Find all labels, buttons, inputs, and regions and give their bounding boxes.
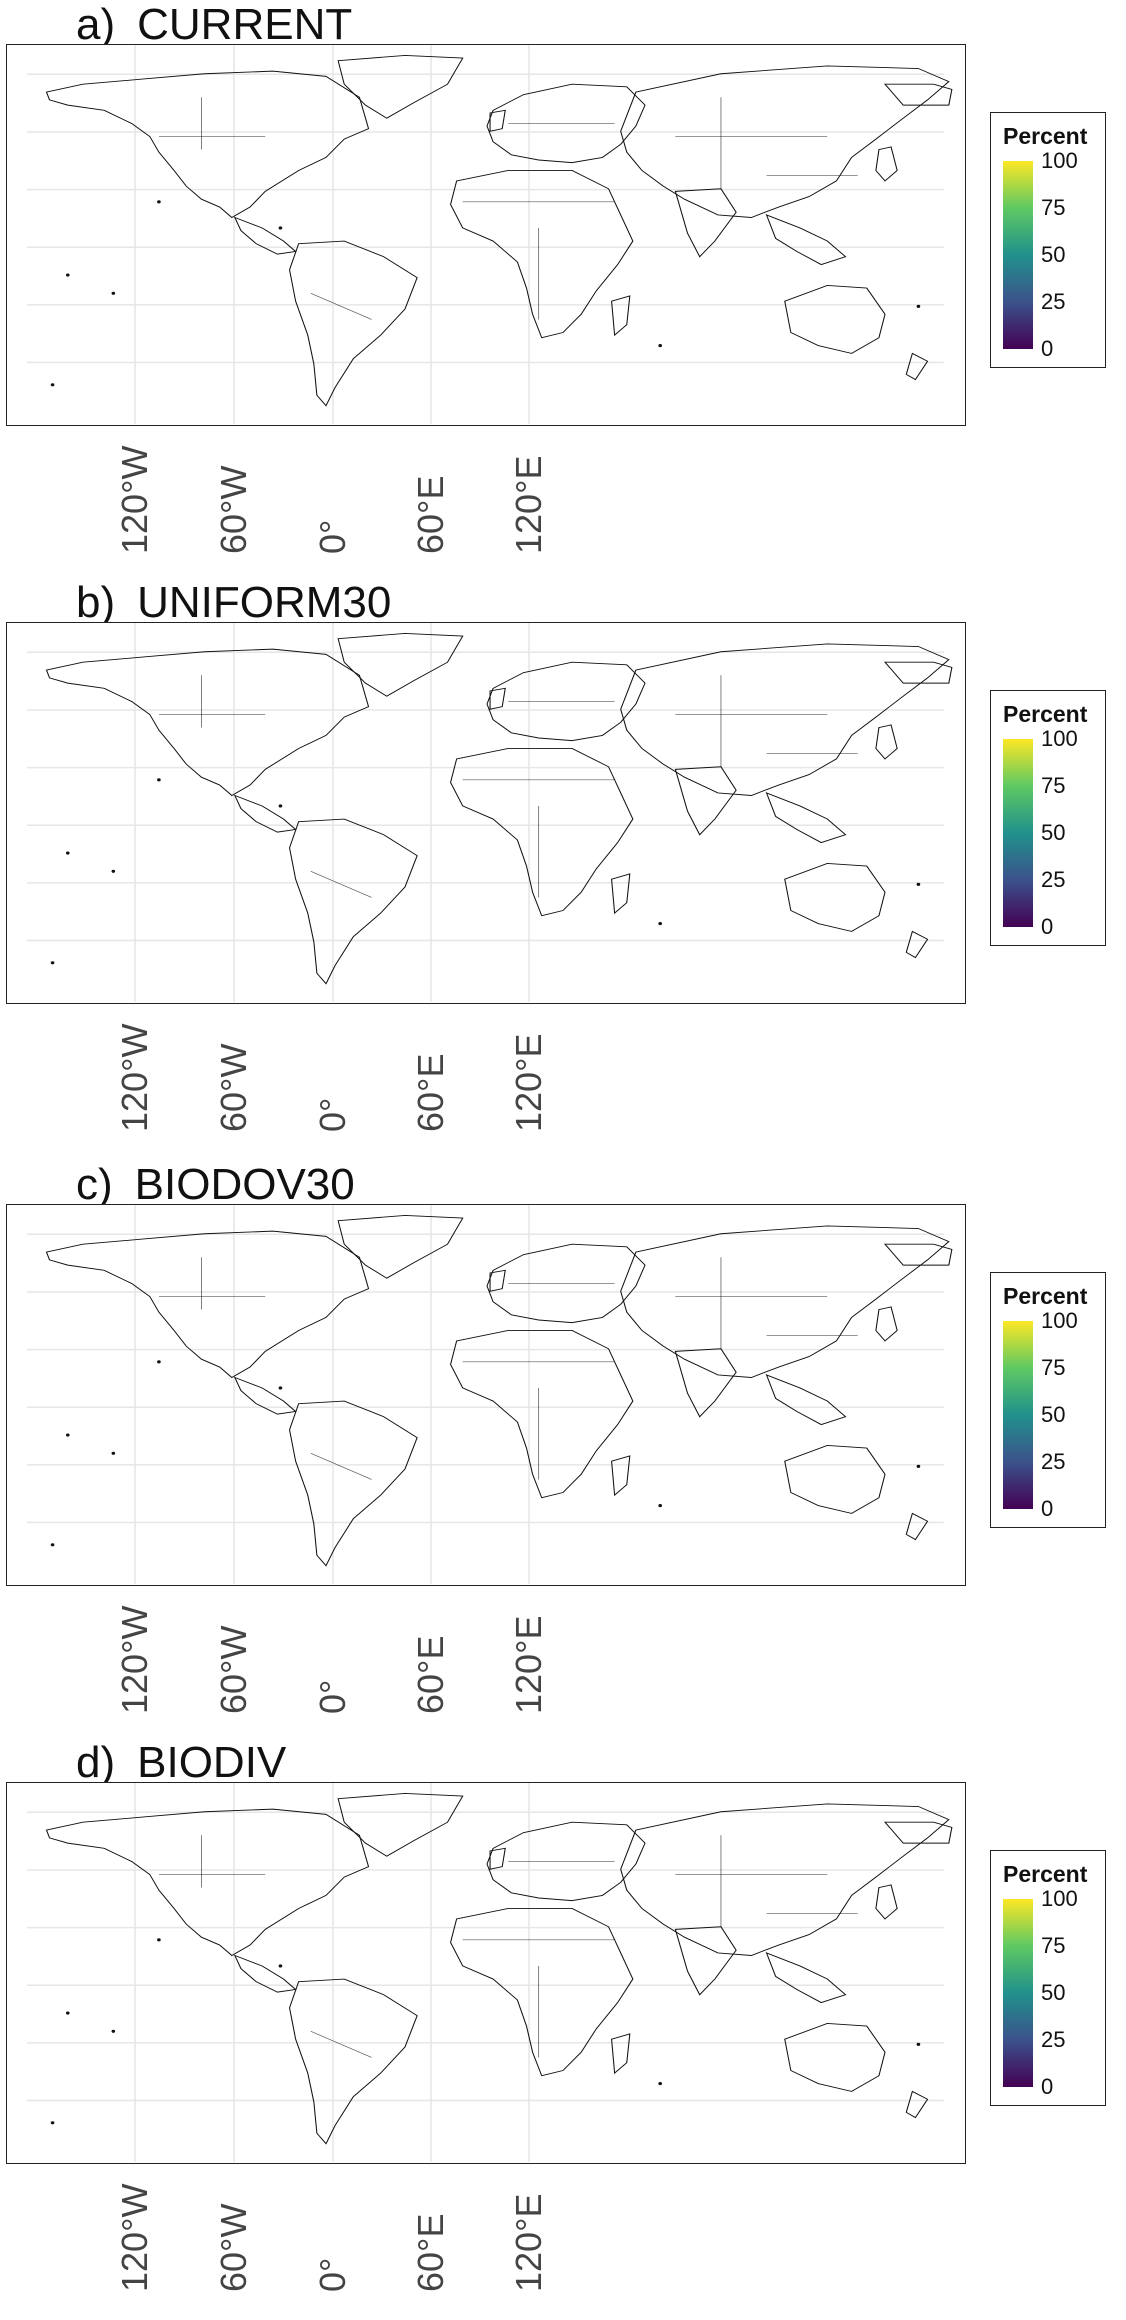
legend-colorbar [1003,1899,1033,2087]
x-axis: 120°W 60°W 0° 60°E 120°E [6,428,966,568]
x-tick-label: 0° [312,1679,353,1714]
land-layer [7,623,964,1002]
panel-title: a) CURRENT [76,0,353,49]
legend-title: Percent [1003,1283,1088,1309]
legend-colorbar [1003,1321,1033,1509]
legend-colorbar [1003,739,1033,927]
x-tick-label: 60°E [410,2213,451,2292]
legend-tick-label: 100 [1041,1886,1078,1911]
legend-tick-label: 0 [1041,2074,1054,2099]
legend-tick-label: 25 [1041,867,1066,892]
x-tick-label: 0° [312,519,353,554]
graticule [27,45,944,424]
x-tick-label: 60°E [410,475,451,554]
x-tick-label: 120°E [508,455,549,554]
map-frame [6,622,966,1004]
land-layer [7,1205,964,1584]
coastlines [45,54,953,407]
x-tick-label: 120°E [508,1033,549,1132]
x-tick-label: 0° [312,1097,353,1132]
x-tick-label: 60°W [213,465,254,554]
legend-tick-label: 25 [1041,289,1066,314]
graticule [27,1783,944,2162]
x-tick-label: 60°E [410,1635,451,1714]
legend-tick-label: 75 [1041,773,1066,798]
graticule [27,1205,944,1584]
panel-title: d) BIODIV [76,1738,287,1787]
x-tick-label: 60°W [213,2203,254,2292]
land-layer [7,45,964,424]
legend-tick-label: 100 [1041,726,1078,751]
land-layer [7,1783,964,2162]
panel-title: c) BIODOV30 [76,1160,355,1209]
legend-tick-label: 100 [1041,148,1078,173]
color-legend: Percent 100 75 50 25 0 [990,1272,1106,1528]
legend-title: Percent [1003,701,1088,727]
x-tick-label: 120°E [508,1615,549,1714]
x-tick-label: 60°W [213,1625,254,1714]
x-axis: 120°W 60°W 0° 60°E 120°E [6,1588,966,1728]
x-tick-label: 60°W [213,1043,254,1132]
legend-tick-label: 100 [1041,1308,1078,1333]
legend-tick-label: 0 [1041,914,1054,939]
legend-tick-label: 50 [1041,1980,1066,2005]
x-tick-label: 120°W [114,2183,155,2292]
x-axis: 120°W 60°W 0° 60°E 120°E [6,2166,966,2306]
legend-tick-label: 50 [1041,820,1066,845]
legend-title: Percent [1003,123,1088,149]
legend-colorbar [1003,161,1033,349]
legend-tick-label: 25 [1041,2027,1066,2052]
coastlines [45,1792,953,2145]
panel-title: b) UNIFORM30 [76,578,392,627]
legend-tick-label: 50 [1041,242,1066,267]
legend-title: Percent [1003,1861,1088,1887]
graticule [27,623,944,1002]
legend-tick-label: 75 [1041,195,1066,220]
map-frame [6,44,966,426]
x-axis: 120°W 60°W 0° 60°E 120°E [6,1006,966,1146]
x-tick-label: 120°E [508,2193,549,2292]
color-legend: Percent 100 75 50 25 0 [990,1850,1106,2106]
panel-biodov30: c) BIODOV30 120°W 60°W 0° 60°E 120°E Perc… [0,1160,1126,1740]
legend-tick-label: 50 [1041,1402,1066,1427]
panel-uniform30: b) UNIFORM30 120°W 60°W 0° 60°E 120°E Per… [0,578,1126,1158]
legend-tick-label: 75 [1041,1933,1066,1958]
x-tick-label: 120°W [114,1605,155,1714]
color-legend: Percent 100 75 50 25 0 [990,690,1106,946]
x-tick-label: 120°W [114,445,155,554]
x-tick-label: 0° [312,2257,353,2292]
legend-tick-label: 0 [1041,336,1054,361]
legend-tick-label: 75 [1041,1355,1066,1380]
map-frame [6,1782,966,2164]
coastlines [45,632,953,985]
x-tick-label: 60°E [410,1053,451,1132]
coastlines [45,1214,953,1567]
panel-current: a) CURRENT 120°W 60°W 0° 60°E 120°E Perce… [0,0,1126,580]
map-frame [6,1204,966,1586]
x-tick-label: 120°W [114,1023,155,1132]
legend-tick-label: 25 [1041,1449,1066,1474]
color-legend: Percent 100 75 50 25 0 [990,112,1106,368]
legend-tick-label: 0 [1041,1496,1054,1521]
panel-biodiv: d) BIODIV 120°W 60°W 0° 60°E 120°E Percen… [0,1738,1126,2318]
